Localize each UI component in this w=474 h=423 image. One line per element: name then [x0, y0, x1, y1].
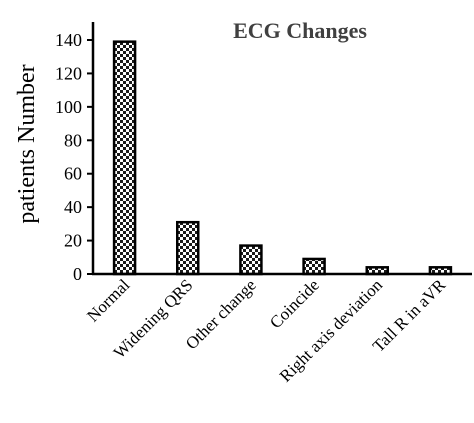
bar-widening-qrs	[176, 220, 200, 276]
bars-group	[112, 40, 453, 276]
bar-normal	[112, 40, 137, 276]
x-category-label: Normal	[83, 275, 133, 325]
y-tick-label: 20	[64, 231, 82, 251]
y-tick-label: 0	[73, 264, 82, 284]
y-tick-label: 140	[55, 30, 82, 50]
y-tick-label: 80	[64, 130, 82, 150]
y-tick-label: 100	[55, 97, 82, 117]
bar-other-change	[239, 244, 263, 276]
y-tick-label: 60	[64, 164, 82, 184]
y-axis-ticks: 0 20 40 60 80 100 120 140	[55, 30, 93, 284]
bar-coincide	[302, 257, 326, 276]
y-tick-label: 120	[55, 63, 82, 83]
chart-title: ECG Changes	[233, 18, 367, 43]
y-axis-title: patients Number	[14, 64, 40, 223]
x-category-label: Coincide	[266, 275, 323, 332]
y-tick-label: 40	[64, 197, 82, 217]
